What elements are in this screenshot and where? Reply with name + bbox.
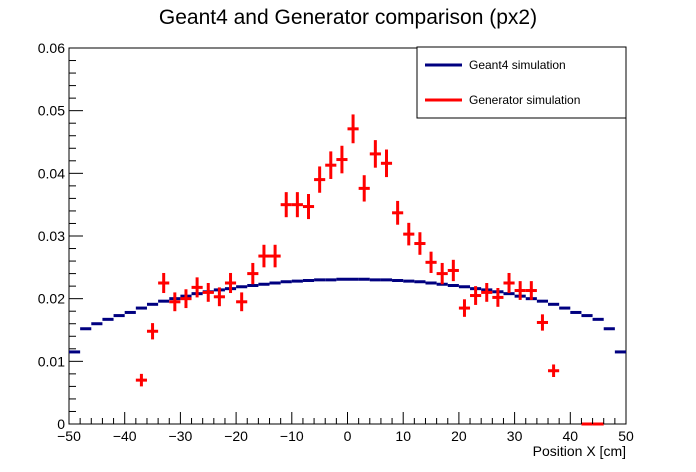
- legend-label-geant4: Geant4 simulation: [469, 58, 566, 72]
- generator-point: [392, 200, 404, 225]
- legend: Geant4 simulation Generator simulation: [416, 46, 627, 119]
- generator-point: [548, 364, 560, 377]
- y-tick-label: 0.05: [38, 103, 65, 119]
- generator-point: [314, 166, 326, 193]
- y-tick-label: 0.03: [38, 228, 65, 244]
- generator-point: [380, 149, 393, 178]
- generator-point: [492, 288, 504, 307]
- generator-point: [180, 289, 192, 309]
- x-axis: −50 −40 −30 −20 −10 0 10 20 30 40 50: [57, 412, 634, 444]
- x-axis-label: Position X [cm]: [533, 443, 626, 459]
- x-tick-label: 30: [507, 428, 523, 444]
- generator-point: [191, 277, 203, 298]
- generator-point: [414, 232, 426, 255]
- y-tick-label: 0.02: [38, 291, 65, 307]
- generator-point: [280, 192, 292, 218]
- x-tick-label: 10: [395, 428, 411, 444]
- generator-point: [302, 194, 315, 220]
- generator-point: [447, 259, 459, 282]
- generator-point: [503, 272, 515, 294]
- generator-point: [146, 323, 159, 340]
- x-tick-label: 20: [451, 428, 467, 444]
- generator-point: [425, 251, 437, 273]
- generator-point: [135, 373, 147, 387]
- y-tick-label: 0.04: [38, 165, 65, 181]
- generator-point: [269, 244, 281, 268]
- generator-point: [514, 281, 526, 300]
- y-tick-label: 0: [57, 416, 65, 432]
- x-tick-label: 50: [618, 428, 634, 444]
- generator-point: [347, 114, 359, 144]
- generator-point: [481, 283, 493, 302]
- generator-point: [536, 314, 549, 331]
- x-tick-label: −50: [57, 428, 81, 444]
- generator-point: [169, 292, 181, 312]
- generator-point: [458, 299, 471, 317]
- generator-point: [258, 244, 270, 268]
- generator-point: [403, 222, 415, 246]
- generator-point: [158, 272, 170, 294]
- generator-point: [213, 287, 225, 307]
- y-tick-label: 0.06: [38, 40, 65, 56]
- generator-point: [325, 151, 337, 179]
- chart-title: Geant4 and Generator comparison (px2): [159, 6, 537, 29]
- x-tick-label: 40: [563, 428, 579, 444]
- generator-point: [470, 286, 482, 305]
- legend-box: [416, 46, 627, 119]
- generator-point: [224, 272, 237, 294]
- generator-point: [525, 281, 537, 300]
- generator-series: [135, 114, 604, 426]
- generator-point: [291, 192, 303, 218]
- y-tick-label: 0.01: [38, 353, 65, 369]
- generator-point: [436, 262, 448, 285]
- generator-point: [336, 145, 348, 174]
- generator-point: [202, 283, 214, 302]
- x-tick-label: 0: [344, 428, 352, 444]
- legend-label-generator: Generator simulation: [469, 93, 580, 107]
- generator-point: [358, 175, 370, 202]
- x-tick-label: −20: [224, 428, 248, 444]
- x-tick-label: −30: [169, 428, 193, 444]
- generator-point: [369, 140, 381, 168]
- generator-point: [236, 292, 248, 312]
- y-axis: 0 0.01 0.02 0.03 0.04 0.05 0.06: [38, 40, 83, 432]
- generator-point: [247, 262, 259, 285]
- x-tick-label: −10: [280, 428, 304, 444]
- x-tick-label: −40: [113, 428, 137, 444]
